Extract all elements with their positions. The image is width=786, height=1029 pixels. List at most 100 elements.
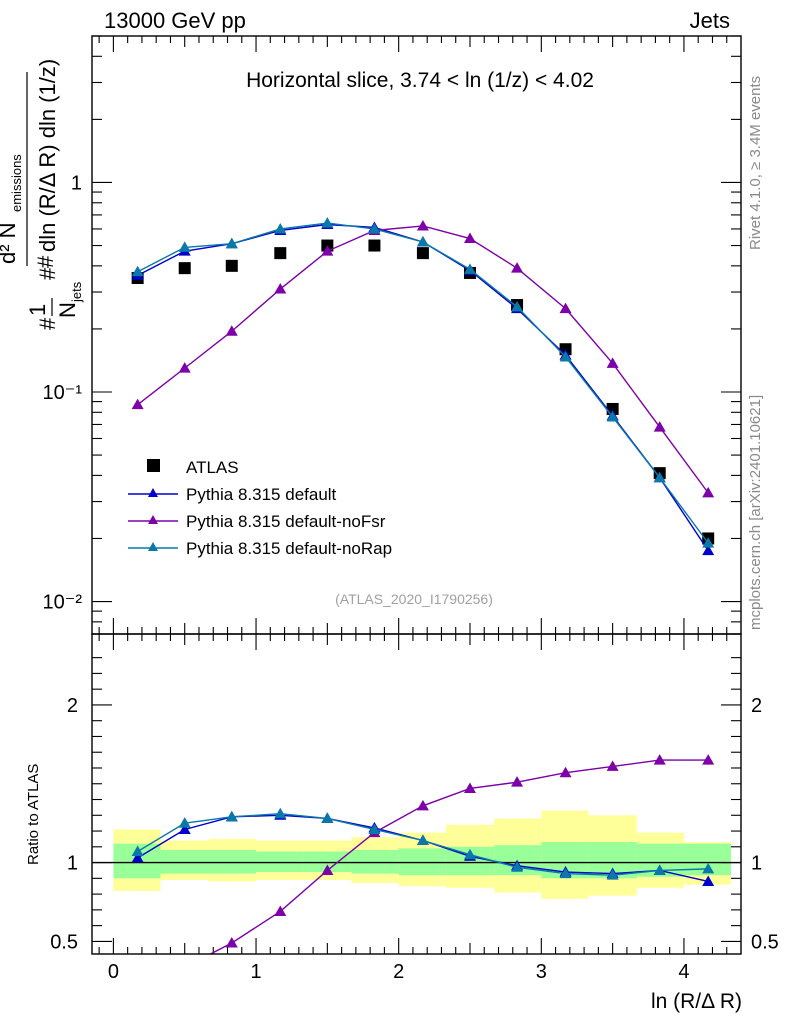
main-default-point bbox=[702, 544, 715, 556]
x-tick-label: 4 bbox=[678, 961, 689, 983]
ratio-y-tick-label: 0.5 bbox=[50, 931, 78, 953]
header-process: Jets bbox=[690, 8, 730, 33]
ratio-norap-point bbox=[178, 817, 191, 828]
ratio-norap-point bbox=[653, 864, 666, 875]
stat-uncertainty-band bbox=[398, 848, 446, 876]
mcplots-reference: mcplots.cern.ch [arXiv:2401.10621] bbox=[747, 395, 764, 630]
atlas-data-point bbox=[274, 247, 287, 260]
ratio-norap-point bbox=[131, 845, 144, 857]
main-norap-point bbox=[178, 241, 191, 252]
ratio-nofsr-point bbox=[132, 975, 144, 986]
legend: ATLAS Pythia 8.315 default Pythia 8.315 … bbox=[128, 458, 392, 558]
svg-text:#: # bbox=[35, 317, 60, 330]
ratio-norap-point bbox=[511, 861, 524, 872]
main-nofsr-point bbox=[321, 245, 334, 256]
rivet-version: Rivet 4.1.0, ≥ 3.4M events bbox=[747, 76, 764, 250]
ratio-default-point bbox=[702, 875, 715, 886]
ratio-frame bbox=[91, 633, 742, 955]
ratio-y-tick-label-right: 2 bbox=[751, 695, 762, 717]
ratio-y-label: Ratio to ATLAS bbox=[25, 764, 42, 865]
legend-label-norap: Pythia 8.315 default-noRap bbox=[186, 539, 392, 558]
ratio-norap-point bbox=[274, 807, 287, 819]
main-norap-point bbox=[463, 263, 476, 274]
main-norap-point bbox=[606, 410, 619, 422]
slice-title: Horizontal slice, 3.74 < ln (1/z) < 4.02 bbox=[246, 69, 594, 92]
main-nofsr-group bbox=[131, 219, 715, 498]
atlas-data-point bbox=[368, 239, 381, 252]
ratio-y-tick-label-right: 1 bbox=[751, 853, 762, 875]
main-norap-point bbox=[274, 222, 287, 234]
svg-text:1: 1 bbox=[25, 304, 50, 316]
ratio-default-point bbox=[131, 851, 144, 863]
ratio-default-point bbox=[178, 823, 191, 834]
main-nofsr-point bbox=[559, 302, 572, 314]
ratio-y-tick-label-right: 0.5 bbox=[751, 931, 779, 953]
ratio-nofsr-point bbox=[274, 905, 287, 916]
stat-uncertainty-band bbox=[160, 849, 209, 874]
ratio-norap-point bbox=[321, 812, 334, 823]
main-norap-point bbox=[702, 537, 715, 548]
x-tick-label: 0 bbox=[108, 961, 119, 983]
ratio-norap-point bbox=[463, 848, 476, 860]
atlas-data-point bbox=[178, 262, 191, 275]
stat-uncertainty-band bbox=[256, 851, 304, 873]
main-nofsr-point bbox=[274, 283, 287, 294]
ratio-norap-point bbox=[606, 869, 619, 880]
x-axis-label: ln (R/Δ R) bbox=[651, 990, 742, 1013]
ratio-panel: 0.5 0.5 1 1 2 2 0 1 2 3 4 Ratio to ATLAS ln (R/Δ R… bbox=[25, 633, 779, 1013]
main-nofsr-point bbox=[606, 357, 619, 368]
legend-marker-atlas bbox=[147, 459, 160, 472]
main-norap-point bbox=[559, 350, 572, 362]
main-norap-point bbox=[416, 235, 429, 247]
ratio-nofsr-point bbox=[225, 936, 238, 948]
legend-marker-default bbox=[148, 488, 158, 497]
stat-uncertainty-band bbox=[351, 849, 399, 874]
main-norap-point bbox=[368, 222, 381, 234]
ratio-nofsr-point bbox=[702, 754, 715, 765]
ratio-nofsr-group bbox=[132, 754, 715, 986]
main-nofsr-point bbox=[463, 232, 476, 244]
ratio-norap-group bbox=[131, 807, 715, 880]
legend-marker-nofsr bbox=[148, 515, 158, 524]
x-tick-label: 3 bbox=[536, 961, 547, 983]
svg-text:#: # bbox=[33, 255, 58, 268]
main-norap-group bbox=[131, 217, 715, 548]
x-tick-label: 2 bbox=[393, 961, 404, 983]
atlas-data-point bbox=[225, 259, 238, 272]
y-tick-label: 10⁻¹ bbox=[43, 382, 83, 404]
main-nofsr-point bbox=[511, 262, 524, 273]
svg-text:d² N: d² N bbox=[0, 222, 20, 264]
x-tick-label: 1 bbox=[250, 961, 261, 983]
analysis-id: (ATLAS_2020_I1790256) bbox=[335, 591, 493, 607]
main-norap-point bbox=[131, 265, 144, 277]
ratio-nofsr-point bbox=[606, 760, 619, 771]
main-norap-point bbox=[321, 217, 334, 228]
ratio-norap-point bbox=[702, 862, 715, 874]
ratio-nofsr-point bbox=[463, 782, 476, 793]
legend-label-atlas: ATLAS bbox=[186, 458, 239, 477]
main-nofsr-point bbox=[131, 398, 144, 410]
ratio-norap-point bbox=[368, 823, 381, 834]
header-energy: 13000 GeV pp bbox=[104, 8, 246, 33]
main-nofsr-point bbox=[225, 325, 238, 336]
main-y-axis-label: # 1 N jets # d² N emissions # dln (R/Δ R… bbox=[0, 59, 84, 330]
ratio-y-tick-label: 1 bbox=[67, 853, 78, 875]
legend-label-nofsr: Pythia 8.315 default-noFsr bbox=[186, 512, 386, 531]
svg-text:jets: jets bbox=[69, 281, 84, 303]
stat-uncertainty-band bbox=[303, 851, 352, 873]
main-nofsr-point bbox=[702, 486, 715, 498]
y-tick-label: 1 bbox=[71, 172, 82, 194]
svg-text:emissions: emissions bbox=[9, 154, 24, 212]
ratio-nofsr-point bbox=[179, 961, 191, 972]
main-norap-point bbox=[653, 471, 666, 483]
svg-text:dln (R/Δ R) dln (1/z): dln (R/Δ R) dln (1/z) bbox=[35, 59, 60, 252]
svg-text:N: N bbox=[55, 302, 80, 318]
ratio-nofsr-point bbox=[416, 799, 429, 811]
main-nofsr-line bbox=[137, 225, 709, 494]
stat-uncertainty-band bbox=[208, 849, 257, 874]
ratio-norap-point bbox=[559, 867, 572, 879]
y-tick-label: 10⁻² bbox=[43, 592, 83, 614]
ratio-nofsr-point bbox=[559, 766, 572, 778]
ratio-nofsr-point bbox=[321, 864, 334, 875]
